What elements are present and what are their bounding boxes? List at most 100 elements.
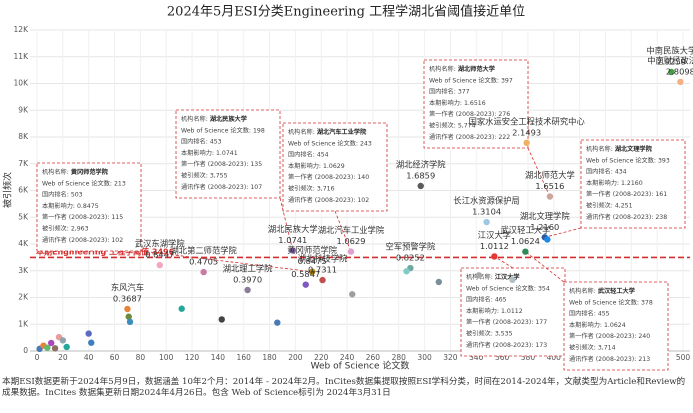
box-line: 国内排名: 434	[586, 168, 627, 176]
y-tick-label: 7K	[18, 159, 29, 168]
box-line: 国内排名: 503	[42, 191, 83, 199]
x-tick-label: 220	[314, 353, 329, 362]
x-tick-label: 260	[366, 353, 381, 362]
box-value: 222	[498, 134, 510, 141]
point-label: 湖北汽车工业学院	[318, 225, 385, 235]
box-field: 国内排名:	[429, 88, 456, 96]
box-line: 机构名称: 黄冈师范学院	[42, 168, 109, 176]
box-value: 115	[111, 214, 123, 221]
box-value: 213	[638, 356, 650, 363]
box-field: 被引频次:	[42, 225, 69, 233]
x-axis-label: Web of Science 论文数	[311, 360, 410, 372]
box-field: Web of Science 论文数:	[429, 76, 499, 84]
box-line: 本期影响力: 1.0112	[466, 307, 523, 315]
info-box: 机构名称: 湖北师范大学 Web of Science 论文数: 397 国内排名:…	[423, 59, 529, 149]
y-tick-label: 12K	[14, 25, 30, 34]
box-value: 243	[360, 140, 372, 147]
box-connector	[140, 250, 313, 273]
point-value: 2.8098	[666, 66, 693, 76]
point-value: 1.3104	[472, 207, 501, 217]
box-field: 国内排名:	[586, 168, 613, 176]
box-value: 198	[253, 127, 265, 134]
point	[218, 316, 225, 323]
box-frame	[563, 281, 669, 371]
point-value: 0.3687	[113, 294, 142, 304]
point-label: 武汉轻工大学	[500, 225, 550, 235]
box-line: 国内排名: 465	[466, 296, 507, 304]
box-value: 238	[655, 214, 667, 221]
box-value: 3,716	[317, 186, 335, 193]
point	[59, 337, 67, 344]
box-value: 武汉轻工大学	[598, 287, 635, 295]
point-label: 湖北理工学院	[223, 264, 273, 274]
point	[677, 78, 684, 86]
point	[522, 248, 529, 255]
box-line: 第一作者 (2008-2023): 276	[429, 110, 510, 118]
box-field: 机构名称:	[429, 65, 456, 73]
box-value: 240	[638, 333, 650, 340]
point-label: 江汉大学	[478, 230, 511, 240]
box-field: 通讯作者 (2008-2023):	[569, 355, 636, 363]
box-value: 173	[535, 342, 547, 349]
point-label: 东风汽车	[111, 283, 144, 293]
box-field: 被引频次:	[466, 330, 493, 338]
box-connector	[544, 227, 582, 238]
point-value: 0.3970	[233, 275, 262, 285]
box-value: 135	[250, 161, 262, 168]
box-field: 国内排名:	[288, 151, 315, 159]
box-field: 机构名称:	[288, 128, 315, 136]
box-value: 454	[317, 152, 329, 159]
box-field: Web of Science 论文数:	[42, 179, 112, 187]
point	[125, 313, 132, 320]
box-line: 通讯作者 (2008-2023): 213	[569, 355, 650, 363]
box-line: 被引频次: 3,755	[181, 172, 228, 180]
point-label: 湖北文理学院	[520, 211, 570, 221]
box-line: 本期影响力: 1.0624	[569, 321, 626, 329]
point	[546, 193, 554, 200]
box-connector	[279, 197, 294, 251]
box-value: 黄冈师范学院	[71, 168, 109, 176]
box-line: 本期影响力: 1.6516	[429, 99, 486, 107]
box-line: 本期影响力: 1.0741	[181, 149, 238, 157]
x-tick-label: 20	[58, 353, 68, 362]
box-value: 江汉大学	[495, 273, 520, 281]
box-field: Web of Science 论文数:	[181, 126, 251, 134]
box-field: 通讯作者 (2008-2023):	[288, 196, 355, 204]
y-tick-label: 2K	[18, 293, 29, 302]
box-frame	[580, 139, 686, 229]
box-value: 5,774	[458, 123, 476, 130]
box-field: 被引频次:	[429, 122, 456, 130]
y-tick-label: 10K	[14, 79, 30, 88]
point	[308, 268, 316, 275]
box-value: 503	[71, 192, 83, 199]
point-label: 湖北师范大学	[525, 170, 575, 180]
point	[178, 305, 185, 312]
box-line: 机构名称: 湖北师范大学	[429, 65, 495, 73]
box-field: 第一作者 (2008-2023):	[466, 318, 533, 326]
x-tick-label: 360	[495, 353, 510, 362]
point	[509, 276, 516, 284]
box-field: 机构名称:	[42, 168, 69, 176]
point-label: 湖北第二师范学院	[170, 246, 237, 256]
box-field: 通讯作者 (2008-2023):	[42, 236, 109, 244]
box-value: 177	[535, 319, 547, 326]
box-value: 453	[210, 139, 222, 146]
point	[289, 247, 297, 254]
x-tick-label: 100	[159, 353, 174, 362]
threshold-value: 3496	[152, 247, 175, 256]
box-field: 机构名称:	[586, 145, 613, 153]
box-line: 被引频次: 4,251	[586, 202, 633, 210]
box-value: 213	[114, 180, 126, 187]
box-field: Web of Science 论文数:	[288, 139, 358, 147]
y-tick-label: 4K	[18, 239, 29, 248]
x-tick-label: 380	[521, 353, 536, 362]
point-value: 1.6859	[406, 170, 435, 180]
y-tick-label: 3K	[18, 266, 29, 275]
box-value: 378	[641, 299, 653, 306]
box-value: 465	[495, 297, 507, 304]
box-line: Web of Science 论文数: 213	[42, 179, 126, 187]
box-line: 本期影响力: 1.2160	[586, 179, 643, 187]
x-tick-label: 200	[288, 353, 303, 362]
box-line: 国内排名: 453	[181, 138, 222, 146]
